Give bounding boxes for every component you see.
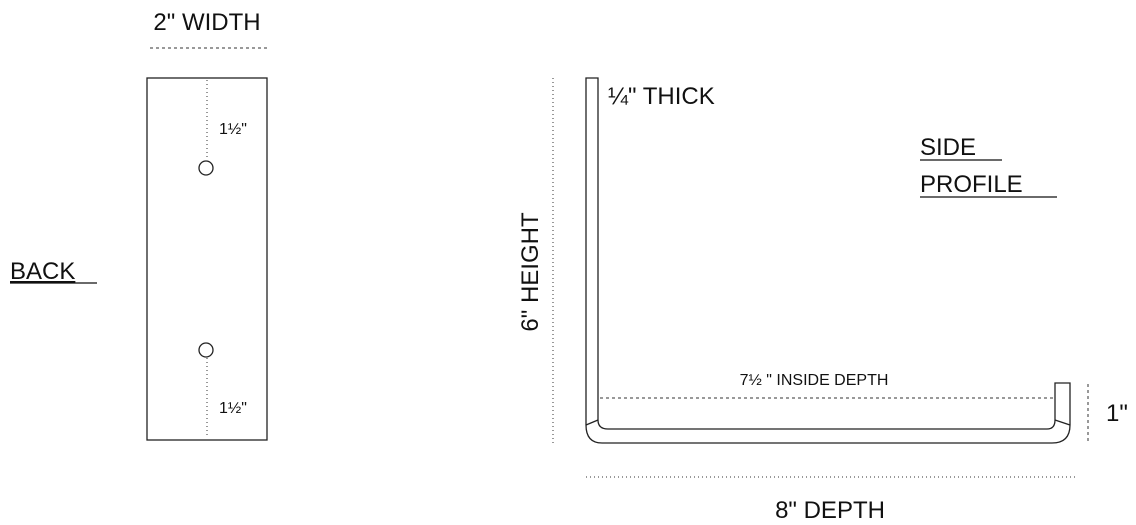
bend-line [1054, 419, 1071, 426]
height-label: 6" HEIGHT [517, 212, 544, 332]
side-title-1: SIDE [920, 134, 976, 161]
bottom-hole-label: 1½" [219, 400, 247, 417]
top-hole-label: 1½" [219, 121, 247, 138]
width-label: 2" WIDTH [153, 9, 260, 36]
depth-label: 8" DEPTH [775, 497, 885, 524]
back-plate [146, 77, 268, 441]
inside-depth-label: 7½ " INSIDE DEPTH [740, 372, 889, 389]
bend-line [585, 419, 599, 426]
side-title-2: PROFILE [920, 171, 1023, 198]
bottom-hole [198, 342, 214, 358]
bracket-profile [585, 77, 1071, 444]
top-hole [198, 160, 214, 176]
thickness-label: ¼" THICK [608, 83, 715, 110]
back-title: BACK [10, 258, 75, 285]
lip-label: 1" [1106, 400, 1128, 427]
